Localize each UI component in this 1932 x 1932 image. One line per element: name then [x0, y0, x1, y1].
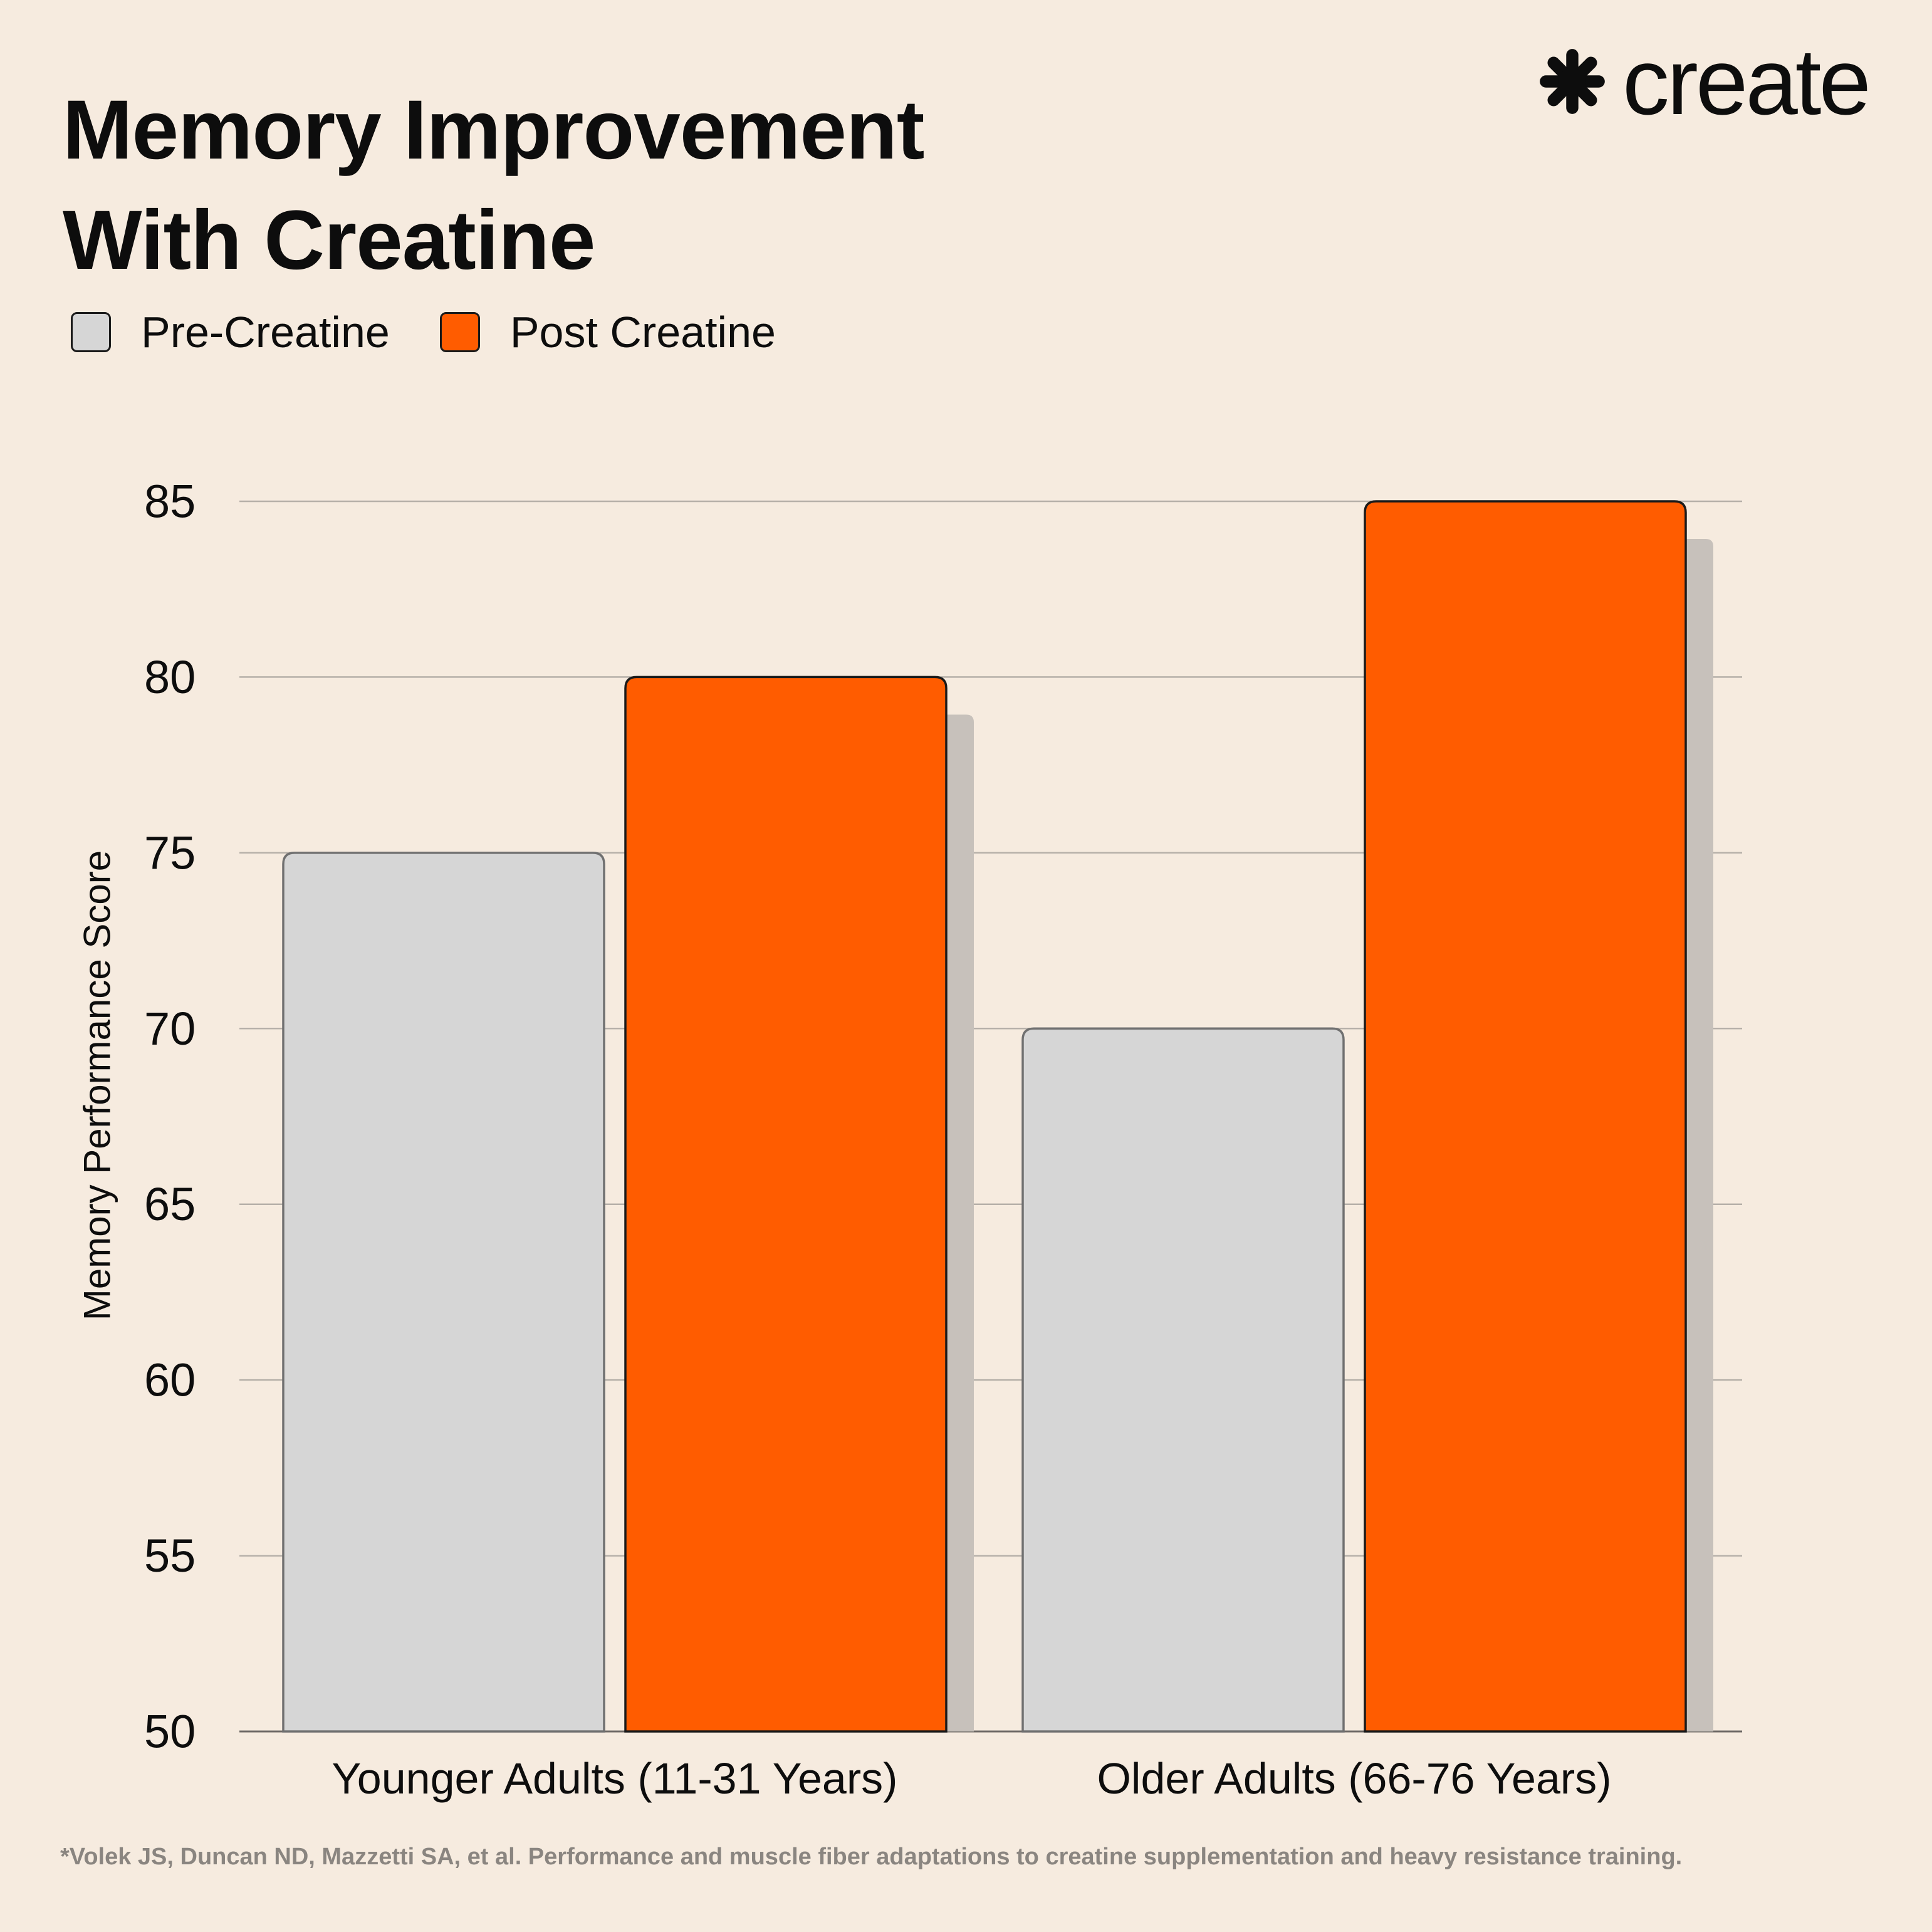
bar-pre-creatine — [282, 852, 605, 1733]
chart-title-line-1: Memory Improvement — [63, 83, 924, 177]
y-axis-label: Memory Performance Score — [76, 850, 118, 1320]
bar-post-creatine — [624, 676, 948, 1733]
legend-item-pre: Pre-Creatine — [71, 310, 390, 354]
chart-legend: Pre-Creatine Post Creatine — [71, 310, 826, 354]
legend-swatch-post — [439, 312, 480, 352]
citation-footnote: *Volek JS, Duncan ND, Mazzetti SA, et al… — [60, 1844, 1683, 1870]
y-tick-label: 70 — [144, 1003, 196, 1055]
x-category-label: Younger Adults (11-31 Years) — [332, 1754, 898, 1803]
y-tick-label: 55 — [144, 1530, 196, 1582]
legend-swatch-pre — [71, 312, 111, 352]
bar-pre-creatine — [1021, 1027, 1345, 1733]
bar-post-creatine — [1364, 500, 1687, 1733]
brand-name: create — [1622, 29, 1871, 134]
y-tick-label: 60 — [144, 1354, 196, 1406]
legend-label-post: Post Creatine — [509, 308, 776, 357]
asterisk-burst-icon — [1540, 49, 1605, 114]
x-category-label: Older Adults (66-76 Years) — [1097, 1754, 1611, 1803]
y-tick-label: 65 — [144, 1178, 196, 1230]
y-tick-label: 80 — [144, 651, 196, 703]
y-tick-label: 75 — [144, 827, 196, 879]
y-tick-label: 50 — [144, 1706, 196, 1758]
y-tick-label: 85 — [144, 476, 196, 528]
chart-title-line-2: With Creatine — [63, 194, 595, 287]
chart-title: Memory Improvement With Creatine — [63, 75, 924, 296]
legend-item-post: Post Creatine — [439, 308, 776, 357]
brand-logo: create — [1538, 29, 1871, 134]
legend-label-pre: Pre-Creatine — [141, 308, 390, 357]
